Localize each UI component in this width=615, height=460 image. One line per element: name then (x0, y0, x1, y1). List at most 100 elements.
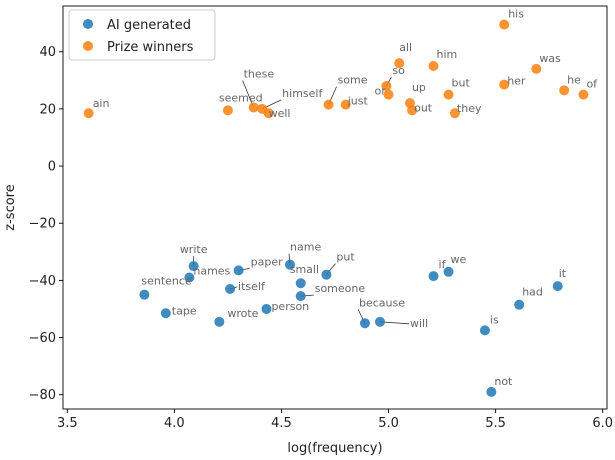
point-label-name: name (290, 241, 321, 254)
point-label-up: up (412, 81, 426, 94)
ai-point-small (295, 278, 306, 289)
point-label-sentence: sentence (141, 275, 192, 288)
legend: AI generated Prize winners (68, 9, 216, 61)
prize-point-her (499, 79, 510, 90)
ai-point-not (486, 386, 497, 397)
prize-point-or (383, 89, 394, 100)
ai-point-wrote (214, 316, 225, 327)
plot-frame (62, 5, 608, 410)
ai-point-if (428, 271, 439, 282)
point-label-paper: paper (251, 255, 283, 268)
point-label-so: so (392, 64, 405, 77)
point-label-was: was (539, 52, 561, 65)
point-label-is: is (490, 313, 499, 326)
ai-point-will (374, 316, 385, 327)
prize-point-so (381, 81, 392, 92)
point-label-her: her (507, 75, 526, 88)
ai-point-write (188, 261, 199, 272)
point-label-out: out (414, 101, 433, 114)
chart-axes: 3.5 4.0 4.5 5.0 5.5 6.0 −80 −60 −40 −20 0 20 40 (29, 5, 613, 431)
x-tick-label: 4.0 (164, 416, 185, 431)
y-tick-label: 0 (48, 160, 56, 175)
legend-marker (83, 19, 93, 29)
point-label-some: some (338, 74, 368, 87)
ai-point-name (285, 259, 296, 270)
ai-point-person (261, 303, 272, 314)
point-label-well: well (269, 107, 291, 120)
ai-point-paper (233, 265, 244, 276)
point-label-they: they (457, 102, 482, 115)
y-tick-label: −40 (29, 274, 56, 289)
point-label-wrote: wrote (227, 307, 258, 320)
ai-point-is (479, 325, 490, 336)
ai-point-names (184, 272, 195, 283)
point-label-ain: ain (93, 97, 110, 110)
point-label-names: names (193, 265, 230, 278)
prize-point-but (443, 89, 454, 100)
prize-point-these (248, 102, 259, 113)
ai-point-had (514, 299, 525, 310)
y-tick-label: 40 (39, 45, 56, 60)
point-label-it: it (559, 267, 567, 280)
point-label-all: all (399, 41, 412, 54)
point-label-someone: someone (315, 282, 366, 295)
point-label-had: had (522, 286, 543, 299)
y-tick-label: −80 (29, 388, 56, 403)
y-tick-label: −20 (29, 217, 56, 232)
prize-point-well (263, 108, 274, 119)
ai-point-put (321, 269, 332, 280)
y-tick-label: 20 (39, 102, 56, 117)
point-label-just: just (347, 95, 369, 108)
point-label-if: if (439, 258, 447, 271)
point-label-put: put (336, 251, 355, 264)
x-tick-label: 6.0 (592, 416, 613, 431)
x-tick-label: 5.0 (378, 416, 399, 431)
point-label-his: his (508, 8, 524, 21)
prize-point-was (531, 63, 542, 74)
point-label-or: or (375, 85, 387, 98)
point-label-these: these (244, 67, 275, 80)
legend-box (68, 9, 216, 61)
legend-label: AI generated (107, 18, 191, 33)
x-tick-label: 4.5 (271, 416, 292, 431)
legend-label: Prize winners (107, 40, 194, 55)
prize-point-they (449, 108, 460, 119)
y-axis-label: z-score (3, 184, 18, 230)
prize-point-some (323, 99, 334, 110)
x-tick-label: 5.5 (485, 416, 506, 431)
point-label-tape: tape (172, 304, 197, 317)
prize-point-just (340, 99, 351, 110)
prize-point-out (407, 105, 418, 116)
legend-marker (83, 41, 93, 51)
point-label-because: because (359, 296, 405, 309)
point-label-but: but (452, 77, 471, 90)
prize-point-he (559, 85, 570, 96)
x-axis-label: log(frequency) (287, 441, 382, 456)
ai-point-tape (160, 308, 171, 319)
point-label-person: person (271, 300, 309, 313)
point-label-small: small (290, 263, 319, 276)
ai-point-itself (225, 283, 236, 294)
prize-point-his (499, 19, 510, 30)
ai-point-we (443, 266, 454, 277)
ai-point-because (359, 318, 370, 329)
point-label-itself: itself (238, 280, 266, 293)
x-tick-label: 3.5 (57, 416, 78, 431)
prize-point-seemed (222, 105, 233, 116)
point-label-seemed: seemed (219, 91, 263, 104)
prize-point-all (394, 58, 405, 69)
y-tick-label: −60 (29, 331, 56, 346)
point-label-of: of (586, 78, 598, 91)
ai-point-someone (295, 291, 306, 302)
point-label-we: we (451, 253, 467, 266)
point-label-he: he (567, 73, 581, 86)
ai-point-it (552, 281, 563, 292)
point-label-him: him (437, 48, 458, 61)
point-label-not: not (494, 375, 513, 388)
prize-point-ain (83, 108, 94, 119)
point-label-will: will (410, 317, 428, 330)
ai-point-sentence (139, 289, 150, 300)
point-label-write: write (180, 243, 208, 256)
